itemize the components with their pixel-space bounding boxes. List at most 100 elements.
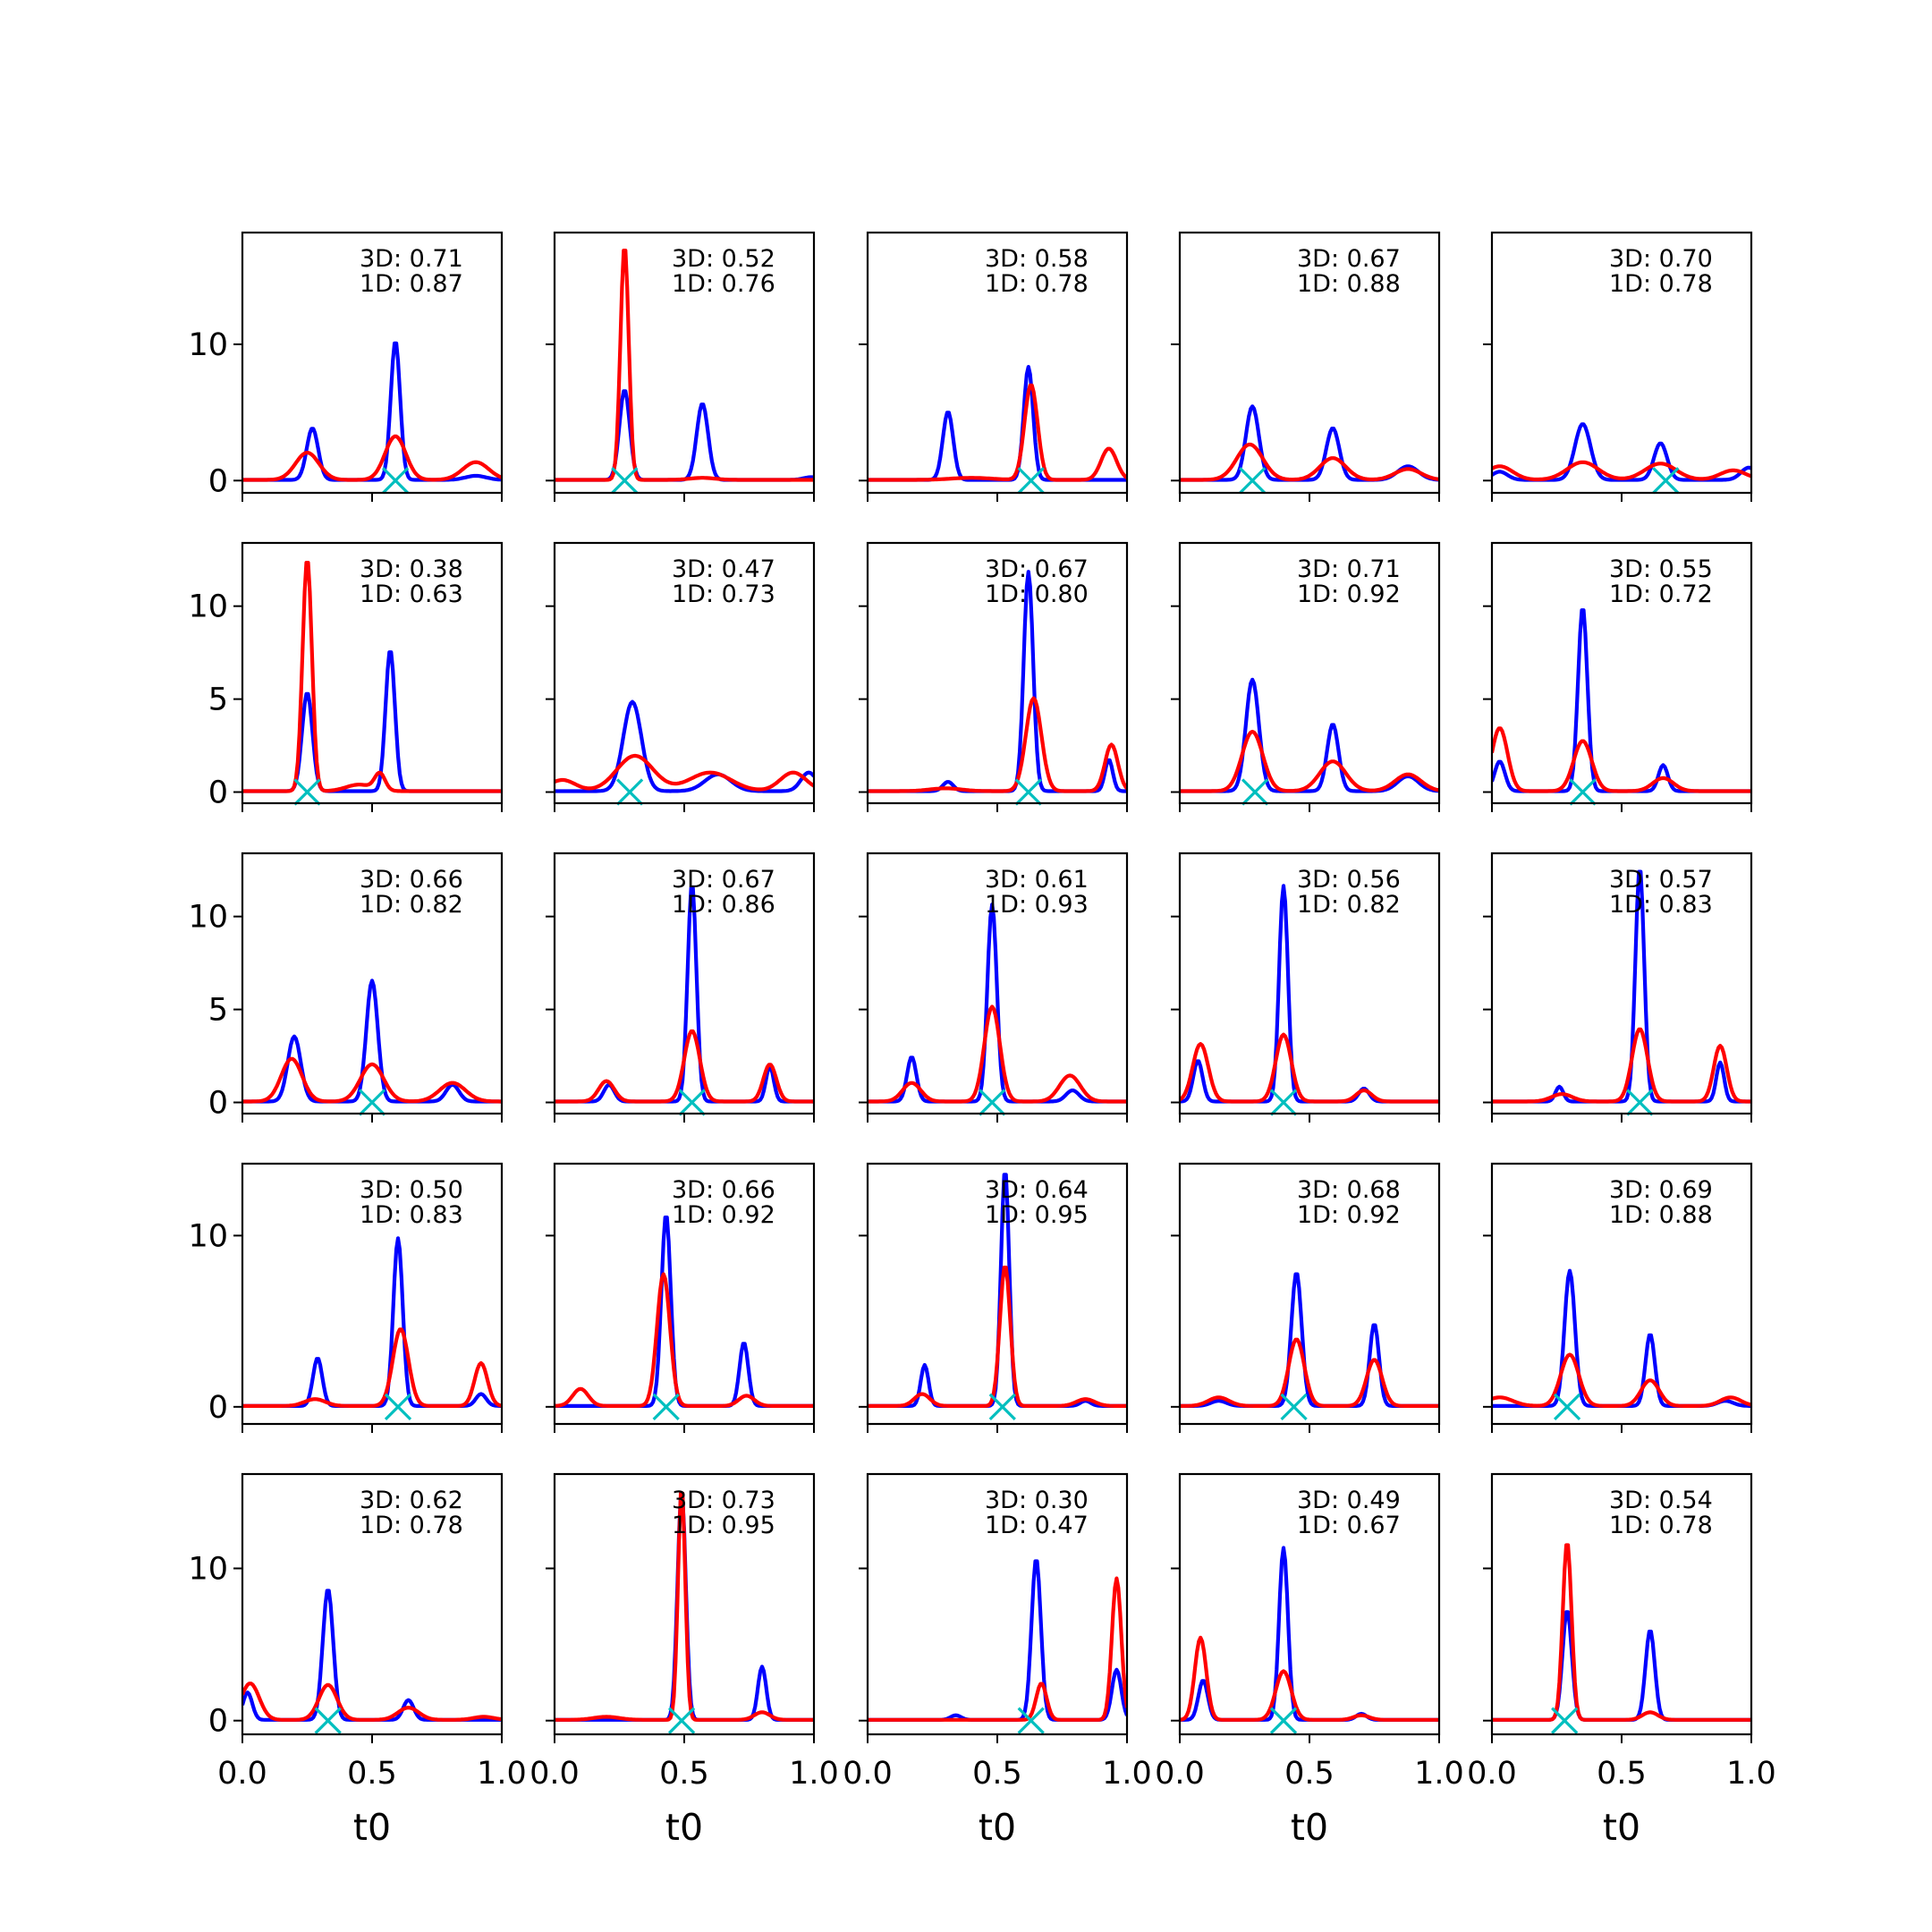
x-tick-label: 0.5 (1597, 1756, 1647, 1792)
x-marker (667, 1707, 696, 1734)
red-curve (1492, 1543, 1751, 1722)
red-curve (1180, 1635, 1439, 1722)
x-tick-label: 0.0 (1467, 1756, 1517, 1792)
score-3d: 3D: 0.49 (1297, 1487, 1401, 1514)
red-curve (1180, 729, 1439, 793)
score-1d: 1D: 0.47 (985, 1512, 1089, 1539)
x-marker (988, 1393, 1016, 1420)
score-1d: 1D: 0.78 (985, 270, 1089, 298)
x-marker (1017, 1707, 1045, 1734)
blue-curve (1492, 608, 1751, 793)
blue-curve (242, 650, 502, 793)
score-3d: 3D: 0.67 (672, 866, 775, 894)
red-curve (868, 1265, 1127, 1409)
red-curve (1180, 1032, 1439, 1104)
blue-curve (1492, 422, 1751, 482)
score-1d: 1D: 0.78 (1609, 270, 1713, 298)
x-marker (1017, 467, 1045, 495)
score-3d: 3D: 0.64 (985, 1176, 1089, 1204)
score-1d: 1D: 0.92 (1297, 580, 1401, 608)
red-curve (868, 696, 1127, 793)
y-tick-label: 10 (188, 327, 228, 363)
score-3d: 3D: 0.38 (360, 555, 463, 583)
blue-curve (242, 341, 502, 482)
x-marker (1626, 1089, 1654, 1116)
blue-curve (1492, 1610, 1751, 1722)
x-tick-label: 0.5 (1284, 1756, 1335, 1792)
score-1d: 1D: 0.92 (1297, 1201, 1401, 1229)
x-marker (1553, 1393, 1581, 1420)
score-1d: 1D: 0.92 (672, 1201, 775, 1229)
x-axis-label: t0 (1603, 1806, 1640, 1849)
y-tick-label: 0 (208, 775, 228, 811)
score-3d: 3D: 0.73 (672, 1487, 775, 1514)
x-marker (314, 1707, 342, 1734)
red-curve (1180, 1337, 1439, 1409)
red-curve (868, 1004, 1127, 1104)
red-curve (868, 383, 1127, 482)
blue-curve (242, 1589, 502, 1722)
x-tick-label: 1.0 (1102, 1756, 1152, 1792)
score-3d: 3D: 0.47 (672, 555, 775, 583)
x-marker (611, 467, 639, 495)
score-3d: 3D: 0.69 (1609, 1176, 1713, 1204)
x-marker (1239, 467, 1267, 495)
red-curve (1492, 1027, 1751, 1104)
red-curve (1180, 442, 1439, 482)
score-1d: 1D: 0.95 (985, 1201, 1089, 1229)
score-1d: 1D: 0.80 (985, 580, 1089, 608)
blue-curve (1492, 1268, 1751, 1409)
score-1d: 1D: 0.93 (985, 891, 1089, 919)
y-tick-label: 0 (208, 463, 228, 499)
x-marker (1280, 1393, 1308, 1420)
blue-curve (242, 979, 502, 1104)
x-marker (1269, 1707, 1298, 1734)
red-curve (1492, 460, 1751, 482)
red-curve (242, 1682, 502, 1722)
score-1d: 1D: 0.76 (672, 270, 775, 298)
x-tick-label: 0.0 (843, 1756, 893, 1792)
x-tick-label: 0.0 (217, 1756, 267, 1792)
x-axis-label: t0 (665, 1806, 703, 1849)
score-3d: 3D: 0.71 (1297, 555, 1401, 583)
score-3d: 3D: 0.61 (985, 866, 1089, 894)
score-3d: 3D: 0.54 (1609, 1487, 1713, 1514)
red-curve (1492, 726, 1751, 793)
red-curve (555, 249, 814, 482)
y-tick-label: 0 (208, 1704, 228, 1740)
blue-curve (242, 1236, 502, 1409)
red-curve (242, 434, 502, 482)
red-curve (555, 1029, 814, 1104)
score-3d: 3D: 0.50 (360, 1176, 463, 1204)
y-tick-label: 5 (208, 993, 228, 1029)
score-1d: 1D: 0.83 (360, 1201, 463, 1229)
x-marker (293, 778, 321, 806)
blue-curve (555, 699, 814, 793)
x-marker (1241, 778, 1269, 806)
x-tick-label: 1.0 (477, 1756, 527, 1792)
score-3d: 3D: 0.68 (1297, 1176, 1401, 1204)
y-tick-label: 10 (188, 1552, 228, 1588)
red-curve (1492, 1352, 1751, 1409)
score-1d: 1D: 0.82 (1297, 891, 1401, 919)
score-1d: 1D: 0.88 (1609, 1201, 1713, 1229)
score-3d: 3D: 0.55 (1609, 555, 1713, 583)
x-axis-label: t0 (353, 1806, 391, 1849)
y-tick-label: 0 (208, 1390, 228, 1426)
score-1d: 1D: 0.88 (1297, 270, 1401, 298)
red-curve (242, 1056, 502, 1104)
